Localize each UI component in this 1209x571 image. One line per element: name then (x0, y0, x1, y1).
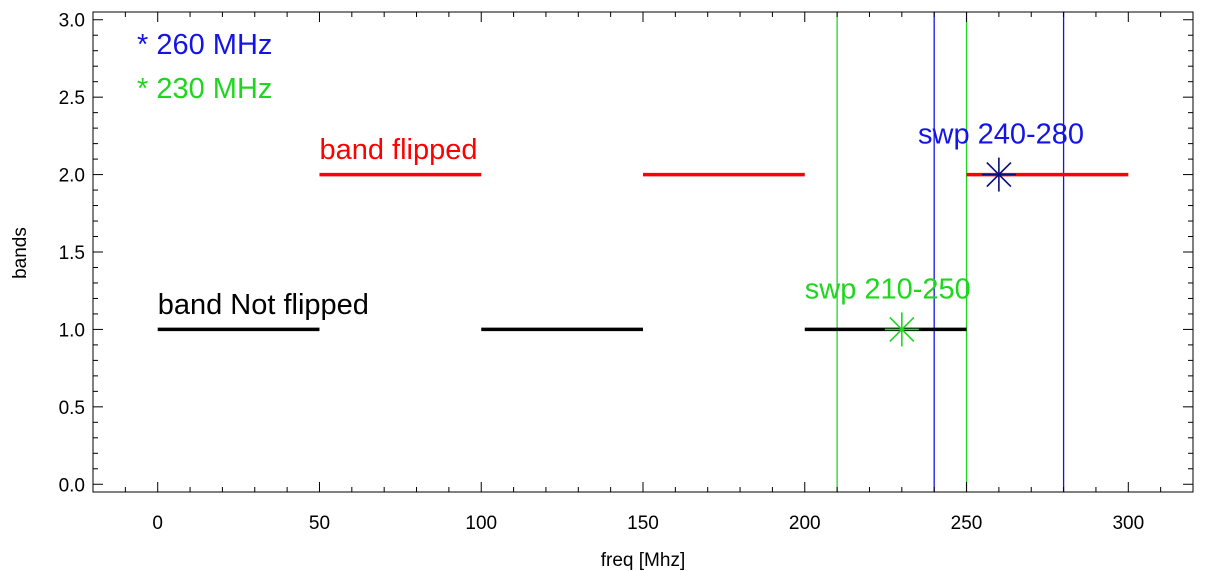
y-tick-label: 2.5 (59, 88, 85, 109)
y-tick-label: 3.0 (59, 11, 85, 32)
x-axis-title: freq [Mhz] (601, 550, 685, 571)
annotation-3: swp 240-280 (918, 119, 1084, 151)
x-tick-label: 250 (951, 513, 983, 534)
legend-entry-0: * 260 MHz (137, 29, 272, 61)
legend: * 260 MHz * 230 MHz (137, 29, 272, 105)
y-tick-label: 0.5 (59, 398, 85, 419)
y-tick-label: 2.0 (59, 166, 85, 187)
y-tick-label: 1.0 (59, 320, 85, 341)
x-tick-label: 150 (627, 513, 659, 534)
annotation-1: band flipped (319, 134, 477, 166)
x-tick-label: 100 (465, 513, 497, 534)
y-axis: 0.0 0.5 1.0 1.5 2.0 2.5 3.0 (59, 11, 1193, 496)
legend-entry-1: * 230 MHz (137, 73, 272, 105)
y-axis-title: bands (10, 227, 31, 279)
marker-0 (884, 312, 919, 347)
plot-marks (157, 12, 1129, 492)
marker-1-stroke-3 (986, 161, 1012, 188)
x-axis: 0 50 100 150 200 250 300 (92, 12, 1194, 534)
annotations: band Not flipped band flipped swp 210-250 s… (158, 119, 1084, 321)
marker-0-stroke-3 (889, 316, 915, 343)
x-tick-label: 50 (309, 513, 330, 534)
annotation-2: swp 210-250 (805, 273, 971, 305)
x-tick-label: 300 (1112, 513, 1144, 534)
annotation-0: band Not flipped (158, 289, 369, 321)
x-tick-label: 0 (152, 513, 163, 534)
x-tick-label: 200 (789, 513, 821, 534)
marker-1 (981, 157, 1016, 192)
y-tick-label: 0.0 (59, 475, 85, 496)
y-tick-label: 1.5 (59, 243, 85, 264)
